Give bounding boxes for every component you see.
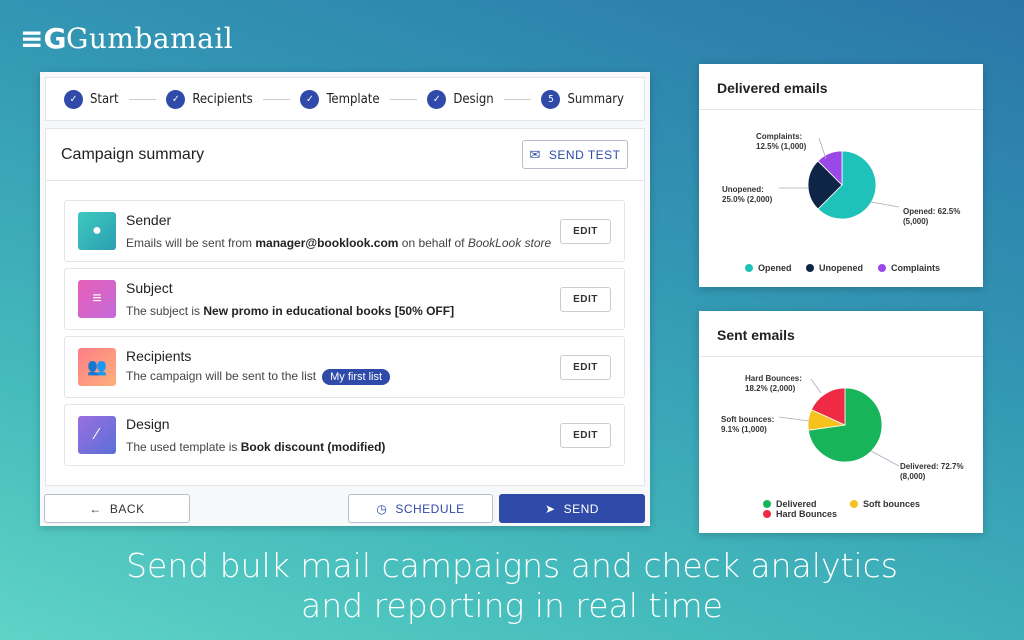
label-leader-line [870,201,900,208]
step-start[interactable]: ✓ Start [64,89,119,109]
campaign-wizard: ✓ Start ✓ Recipients ✓ Template ✓ Design 5 Su… [40,72,650,526]
item-description: The used template is Book discount (modi… [126,440,386,454]
stepper: ✓ Start ✓ Recipients ✓ Template ✓ Design 5 Su… [45,77,645,121]
tagline-line-1: Send bulk mail campaigns and check analy… [126,546,898,585]
slice-label-soft-bounces: Soft bounces: 9.1% (1,000) [721,415,775,434]
pie-slice-hard-bounces[interactable] [810,387,846,426]
delivered-emails-card: Delivered emails Complaints: 12.5% (1,000… [699,64,983,287]
slice-label-opened: Opened: 62.5% (5,000) [903,207,961,226]
brand-name: Gumbamail [66,22,234,55]
list-badge[interactable]: My first list [322,369,391,385]
legend-delivered: Delivered [763,499,817,509]
summary-item-recipients: 👥 Recipients The campaign will be sent t… [64,336,625,398]
step-connector [128,98,157,100]
step-label: Start [90,91,119,107]
schedule-label: SCHEDULE [395,501,465,516]
legend-unopened: Unopened [806,263,863,273]
send-icon: ➤ [545,501,556,516]
schedule-button[interactable]: ◷ SCHEDULE [348,494,493,523]
item-description: The campaign will be sent to the list My … [126,369,391,385]
envelope-icon: ✉ [529,146,541,162]
item-title: Sender [126,212,172,228]
send-test-button[interactable]: ✉ SEND TEST [522,140,628,169]
brand-logo: ≡G Gumbamail [20,22,233,55]
pie-slice-complaints[interactable] [817,150,843,186]
legend-hard-bounces: Hard Bounces [763,509,837,519]
step-connector [262,98,291,100]
slice-label-delivered: Delivered: 72.7% (8,000) [900,462,964,481]
summary-panel: Campaign summary ✉ SEND TEST ● Sender Em… [45,128,645,486]
slice-label-unopened: Unopened: 25.0% (2,000) [722,185,773,204]
pie-slice-unopened[interactable] [807,160,843,210]
step-recipients[interactable]: ✓ Recipients [166,89,253,109]
label-leader-line [818,137,827,160]
gumbamail-logo-icon: ≡G [20,21,67,55]
chart-title: Delivered emails [699,64,983,110]
slice-label-complaints: Complaints: 12.5% (1,000) [756,132,807,151]
page-title: Campaign summary [61,145,205,163]
text-lines-icon: ≡ [78,280,116,318]
tagline-line-2: and reporting in real time [301,586,723,625]
edit-sender-button[interactable]: EDIT [560,219,611,244]
item-description: The subject is New promo in educational … [126,304,455,318]
step-connector [389,98,418,100]
edit-subject-button[interactable]: EDIT [560,287,611,312]
slice-label-hard-bounces: Hard Bounces: 18.2% (2,000) [745,374,802,393]
summary-item-subject: ≡ Subject The subject is New promo in ed… [64,268,625,330]
legend-complaints: Complaints [878,263,940,273]
send-test-label: SEND TEST [548,147,621,162]
pie-slice-opened[interactable] [817,150,877,220]
label-leader-line [810,378,822,394]
legend-soft-bounces: Soft bounces [850,499,920,509]
check-icon: ✓ [427,89,447,109]
item-title: Recipients [126,348,192,364]
step-connector [503,98,532,100]
item-title: Design [126,416,170,432]
step-summary[interactable]: 5 Summary [541,89,624,109]
label-leader-line [778,416,810,422]
back-label: BACK [109,501,145,516]
tagline: Send bulk mail campaigns and check analy… [0,546,1024,626]
clock-icon: ◷ [376,501,388,516]
step-design[interactable]: ✓ Design [427,89,494,109]
sent-pie-chart [778,378,900,467]
item-title: Subject [126,280,173,296]
step-label: Recipients [192,91,253,107]
summary-item-sender: ● Sender Emails will be sent from manage… [64,200,625,262]
check-icon: ✓ [166,89,186,109]
back-button[interactable]: ← BACK [44,494,190,523]
step-label: Design [453,91,494,107]
step-label: Summary [567,91,624,107]
item-description: Emails will be sent from manager@bookloo… [126,236,552,250]
chart-title: Sent emails [699,311,983,357]
step-template[interactable]: ✓ Template [300,89,380,109]
check-icon: ✓ [64,89,83,109]
person-icon: ● [78,212,116,250]
step-label: Template [326,91,380,107]
send-label: SEND [563,501,599,516]
brush-icon: ⁄ [78,416,116,454]
check-icon: ✓ [300,89,320,109]
arrow-left-icon: ← [89,501,102,516]
edit-design-button[interactable]: EDIT [560,423,611,448]
edit-recipients-button[interactable]: EDIT [560,355,611,380]
step-number: 5 [541,89,561,109]
label-leader-line [870,450,900,467]
delivered-pie-chart [779,137,900,220]
sent-emails-card: Sent emails Hard Bounces: 18.2% (2,000) S… [699,311,983,533]
legend-opened: Opened [745,263,792,273]
send-button[interactable]: ➤ SEND [499,494,645,523]
group-icon: 👥 [78,348,116,386]
summary-item-design: ⁄ Design The used template is Book disco… [64,404,625,466]
